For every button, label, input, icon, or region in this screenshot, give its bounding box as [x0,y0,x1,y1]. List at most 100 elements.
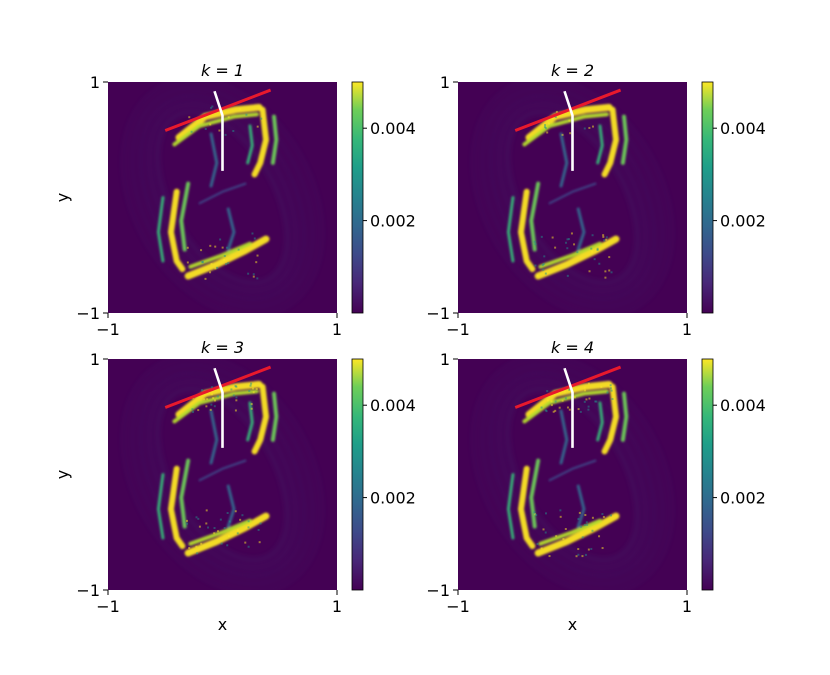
speckle-dot [581,555,584,558]
speckle-dot [219,238,222,241]
speckle-dot [533,240,536,243]
speckle-dot [577,518,580,521]
speckle-dot [249,384,252,387]
speckle-dot [593,258,596,261]
heatmap-band [246,124,254,165]
speckle-dot [257,528,260,531]
ripple-ring [131,363,314,586]
x-axis-label: x [568,615,577,634]
speckle-dot [214,245,217,248]
speckle-dot [196,552,199,555]
speckle-dot [190,130,193,133]
speckle-dot [225,263,228,266]
y-tick-label: 1 [440,73,450,92]
speckle-dot [554,400,557,403]
colorbar-tick-label: 0.002 [370,489,416,508]
heatmap-ripples [472,359,673,590]
speckle-dot [600,385,603,388]
speckle-dot [533,511,536,514]
ripple-ring [481,363,664,586]
speckle-dot [245,113,248,116]
speckle-dot [201,389,204,392]
speckle-dot [205,509,208,512]
speckle-dot [546,399,549,402]
speckle-dot [601,513,604,516]
x-tick-label: 1 [682,597,692,616]
speckle-dot [205,522,208,525]
ripple-ring [506,387,639,562]
speckle-dot [250,382,253,385]
speckle-dot [260,117,263,120]
speckle-dot [219,518,222,521]
speckle-dot [227,535,230,538]
speckle-dot [598,535,601,538]
speckle-dot [587,382,590,385]
speckle-dot [228,520,231,523]
ripple-ring [156,387,289,562]
speckle-dot [197,517,200,520]
colorbar-gradient [352,359,363,590]
speckle-dot [610,271,613,274]
speckle-dot [566,247,569,250]
speckle-dot [247,545,250,548]
speckle-dot [227,262,230,265]
heatmap-band [548,182,597,205]
colorbar: 0.002 0.004 [701,358,766,591]
speckle-dot [548,555,551,558]
speckle-dot [564,397,567,400]
speckle-dot [216,530,219,533]
heatmap-band [251,383,270,455]
heatmap-band [209,132,219,188]
speckle-dot [216,395,219,398]
speckle-dot [252,273,255,276]
heatmap-band [534,235,620,280]
heatmap-band [156,473,165,540]
panel-k2: k = 2 −1 1 1 −1 0.002 0.004 [426,61,765,339]
heatmap-ripples [122,359,323,590]
ripple-ring [139,371,306,578]
speckle-dot [566,274,569,277]
speckle-dot [584,389,587,392]
speckle-dot [236,529,239,532]
ripple-ring [139,94,306,301]
speckle-dot [584,553,587,556]
y-tick-label: −1 [426,581,450,600]
colorbar-gradient [702,82,713,313]
speckle-dot [188,116,191,119]
speckle-dot [203,398,206,401]
heatmap-band [172,389,259,424]
x-tick-label: −1 [446,597,470,616]
speckle-dot [603,239,606,242]
speckle-dot [535,514,538,517]
panel-title: k = 3 [201,338,244,357]
heatmap-band [534,512,620,557]
heatmap-band [548,459,597,482]
speckle-dot [591,250,594,253]
speckle-dot [605,236,608,239]
heatmap-band [538,518,602,546]
heatmap-band [517,465,536,550]
speckle-dot [583,127,586,130]
heatmap-speckle [533,106,613,279]
speckle-dot [213,405,216,408]
speckle-dot [544,124,547,127]
speckle-dot [255,387,258,390]
speckle-dot [610,389,613,392]
ripple-ring [481,86,664,309]
heatmap-band [172,112,259,147]
heatmap-band [620,391,629,442]
speckle-dot [227,116,230,119]
speckle-dot [559,509,562,512]
speckle-dot [591,516,594,519]
speckle-dot [609,387,612,390]
speckle-dot [239,108,242,111]
speckle-dot [251,387,254,390]
speckle-dot [544,127,547,130]
speckle-dot [551,236,554,239]
colorbar-tick-label: 0.002 [720,489,766,508]
speckle-dot [204,127,207,130]
heatmap-band [179,181,191,252]
red-line [164,88,272,132]
heatmap-band [506,196,515,263]
speckle-dot [558,406,561,409]
